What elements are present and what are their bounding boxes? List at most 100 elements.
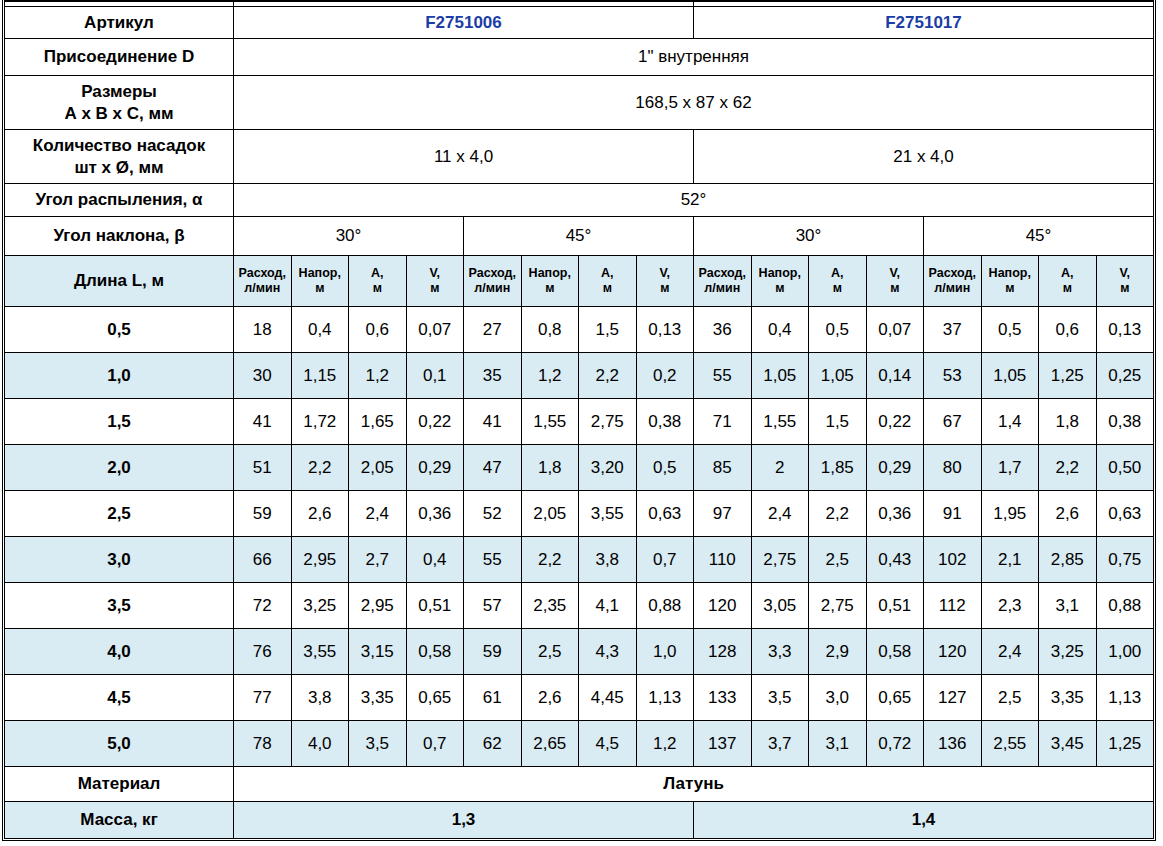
data-cell: 1,8 — [1039, 399, 1097, 445]
data-cell: 0,25 — [1096, 353, 1154, 399]
data-cell: 0,1 — [406, 353, 464, 399]
data-cell: 2,95 — [291, 537, 349, 583]
data-cell: 0,63 — [636, 491, 694, 537]
data-cell: 2,75 — [809, 583, 867, 629]
data-cell: 0,38 — [636, 399, 694, 445]
data-cell: 1,7 — [981, 445, 1039, 491]
product-spec-table: Артикул F2751006 F2751017 Присоединение … — [4, 0, 1154, 839]
measure-header-cell: V,м — [406, 256, 464, 307]
data-cell: 91 — [924, 491, 982, 537]
data-cell: 72 — [234, 583, 292, 629]
data-cell: 0,58 — [866, 629, 924, 675]
data-cell: 0,7 — [636, 537, 694, 583]
measure-header-cell: А,м — [809, 256, 867, 307]
length-cell: 1,5 — [5, 399, 234, 445]
measurement-data-section: 0,5180,40,60,07270,81,50,13360,40,50,073… — [5, 307, 1154, 767]
data-cell: 1,2 — [349, 353, 407, 399]
article-number-right: F2751017 — [694, 7, 1154, 39]
data-cell: 1,0 — [636, 629, 694, 675]
data-cell: 37 — [924, 307, 982, 353]
measure-header-cell: Напор,м — [751, 256, 809, 307]
data-cell: 3,25 — [1039, 629, 1097, 675]
data-cell: 1,05 — [981, 353, 1039, 399]
data-cell: 3,5 — [349, 721, 407, 767]
spec-table-frame: Артикул F2751006 F2751017 Присоединение … — [2, 0, 1156, 841]
data-cell: 0,43 — [866, 537, 924, 583]
data-cell: 2,95 — [349, 583, 407, 629]
data-cell: 1,95 — [981, 491, 1039, 537]
data-cell: 2,2 — [1039, 445, 1097, 491]
length-cell: 5,0 — [5, 721, 234, 767]
dimensions-value: 168,5 х 87 х 62 — [234, 76, 1154, 130]
mass-value-left: 1,3 — [234, 802, 694, 839]
measure-header-cell: А,м — [349, 256, 407, 307]
data-cell: 76 — [234, 629, 292, 675]
data-cell: 1,2 — [636, 721, 694, 767]
data-cell: 0,8 — [521, 307, 579, 353]
data-cell: 41 — [464, 399, 522, 445]
data-cell: 1,85 — [809, 445, 867, 491]
data-cell: 133 — [694, 675, 752, 721]
data-cell: 77 — [234, 675, 292, 721]
data-cell: 2,55 — [981, 721, 1039, 767]
data-cell: 3,45 — [1039, 721, 1097, 767]
length-cell: 1,0 — [5, 353, 234, 399]
data-cell: 59 — [464, 629, 522, 675]
tilt-angle-value-4: 45° — [924, 217, 1154, 256]
data-cell: 2,75 — [579, 399, 637, 445]
data-cell: 1,25 — [1096, 721, 1154, 767]
dimensions-label-line1: Размеры — [6, 81, 232, 102]
data-row: 0,5180,40,60,07270,81,50,13360,40,50,073… — [5, 307, 1154, 353]
data-cell: 1,13 — [636, 675, 694, 721]
material-label: Материал — [5, 767, 234, 802]
data-cell: 55 — [464, 537, 522, 583]
data-cell: 0,5 — [809, 307, 867, 353]
data-row: 1,0301,151,20,1351,22,20,2551,051,050,14… — [5, 353, 1154, 399]
length-cell: 3,5 — [5, 583, 234, 629]
data-cell: 52 — [464, 491, 522, 537]
dimensions-label: Размеры А х В х С, мм — [5, 76, 234, 130]
data-cell: 53 — [924, 353, 982, 399]
data-cell: 136 — [924, 721, 982, 767]
mass-row: Масса, кг 1,3 1,4 — [5, 802, 1154, 839]
data-cell: 0,51 — [406, 583, 464, 629]
data-cell: 2,6 — [291, 491, 349, 537]
data-cell: 2,5 — [981, 675, 1039, 721]
data-cell: 3,5 — [751, 675, 809, 721]
data-cell: 2,2 — [579, 353, 637, 399]
data-cell: 0,13 — [636, 307, 694, 353]
data-cell: 3,35 — [349, 675, 407, 721]
data-cell: 3,8 — [291, 675, 349, 721]
data-cell: 61 — [464, 675, 522, 721]
data-cell: 2,6 — [1039, 491, 1097, 537]
connection-value: 1" внутренняя — [234, 39, 1154, 76]
data-cell: 66 — [234, 537, 292, 583]
data-cell: 2,2 — [521, 537, 579, 583]
nozzles-label-line1: Количество насадок — [6, 135, 232, 156]
article-number-left: F2751006 — [234, 7, 694, 39]
data-cell: 0,50 — [1096, 445, 1154, 491]
data-cell: 1,5 — [579, 307, 637, 353]
data-cell: 1,65 — [349, 399, 407, 445]
data-cell: 0,22 — [866, 399, 924, 445]
length-cell: 4,0 — [5, 629, 234, 675]
data-cell: 2,5 — [809, 537, 867, 583]
data-cell: 102 — [924, 537, 982, 583]
data-cell: 0,07 — [406, 307, 464, 353]
data-cell: 78 — [234, 721, 292, 767]
data-cell: 0,6 — [1039, 307, 1097, 353]
data-row: 5,0784,03,50,7622,654,51,21373,73,10,721… — [5, 721, 1154, 767]
measure-header-cell: Напор,м — [291, 256, 349, 307]
data-cell: 3,55 — [291, 629, 349, 675]
data-cell: 3,55 — [579, 491, 637, 537]
nozzles-label: Количество насадок шт х Ø, мм — [5, 130, 234, 184]
data-cell: 27 — [464, 307, 522, 353]
measure-header-cell: Расход,л/мин — [464, 256, 522, 307]
data-row: 4,0763,553,150,58592,54,31,01283,32,90,5… — [5, 629, 1154, 675]
material-value: Латунь — [234, 767, 1154, 802]
data-cell: 2,05 — [521, 491, 579, 537]
data-cell: 1,15 — [291, 353, 349, 399]
data-cell: 1,5 — [809, 399, 867, 445]
measure-header-cell: Расход,л/мин — [234, 256, 292, 307]
data-cell: 3,05 — [751, 583, 809, 629]
